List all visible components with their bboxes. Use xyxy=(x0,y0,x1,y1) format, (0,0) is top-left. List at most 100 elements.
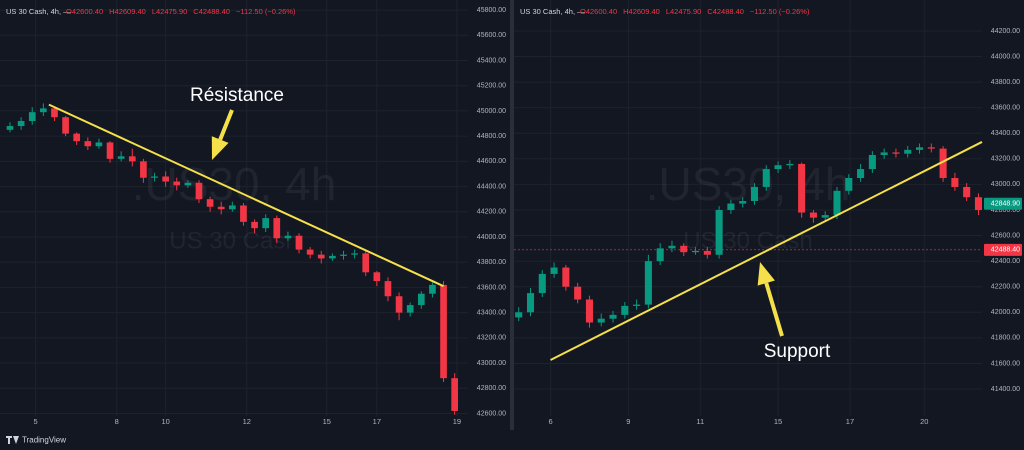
candle-body xyxy=(106,142,114,159)
candle-body xyxy=(173,181,181,186)
y-tick-label: 44800.00 xyxy=(477,133,506,140)
candle-body xyxy=(95,142,103,147)
y-tick-label: 43600.00 xyxy=(477,284,506,291)
candle-body xyxy=(974,197,982,210)
candle-body xyxy=(597,318,605,323)
candle-body xyxy=(384,281,392,297)
candle-body xyxy=(550,267,558,274)
panel-divider xyxy=(510,0,514,430)
candle-body xyxy=(84,141,92,147)
price-tag xyxy=(984,197,1022,210)
candle-body xyxy=(562,267,570,287)
y-tick-label: 42600.00 xyxy=(991,232,1020,239)
x-tick-label: 15 xyxy=(323,417,331,426)
ohlc-label: −112.50 (−0.26%) xyxy=(236,7,296,16)
candle-body xyxy=(184,182,192,186)
candle-body xyxy=(963,186,971,198)
y-tick-label: 44000.00 xyxy=(991,53,1020,60)
price-tag-label: 42848.90 xyxy=(991,201,1020,208)
candle-body xyxy=(526,293,535,313)
annotation: Résistance xyxy=(190,85,284,106)
candle-body xyxy=(668,245,676,249)
y-tick-label: 42000.00 xyxy=(991,309,1020,316)
y-tick-label: 44000.00 xyxy=(477,234,506,241)
x-tick-label: 11 xyxy=(696,417,704,426)
candle-body xyxy=(715,209,723,255)
candle-body xyxy=(644,261,652,305)
candle-body xyxy=(585,299,593,323)
candle-body xyxy=(306,249,314,255)
x-tick-label: 8 xyxy=(115,417,119,426)
candle-body xyxy=(228,205,236,210)
y-tick-label: 43400.00 xyxy=(991,130,1020,137)
candle-body xyxy=(251,221,258,229)
candle-body xyxy=(28,112,36,122)
trendline xyxy=(550,141,983,361)
candle-body xyxy=(904,149,912,154)
footer-bar xyxy=(0,430,1024,450)
x-tick-label: 5 xyxy=(33,417,37,426)
y-tick-label: 45000.00 xyxy=(477,108,506,115)
x-tick-label: 19 xyxy=(453,417,461,426)
candle-body xyxy=(17,121,25,127)
ohlc-label: C42488.40 xyxy=(707,7,744,16)
footer-brand: TradingView xyxy=(22,436,66,445)
candle-body xyxy=(762,169,770,187)
y-tick-label: 45200.00 xyxy=(477,83,506,90)
ohlc-label: H42609.40 xyxy=(623,7,660,16)
price-tag-label: 42488.40 xyxy=(991,247,1020,254)
candle-body xyxy=(798,163,806,213)
candle-body xyxy=(117,156,125,159)
candle-body xyxy=(656,248,664,262)
x-tick-label: 12 xyxy=(243,417,251,426)
candle-body xyxy=(809,212,817,218)
candle-body xyxy=(538,273,546,294)
annotation: Support xyxy=(764,341,831,362)
candle-body xyxy=(951,178,959,187)
y-tick-label: 42600.00 xyxy=(477,410,506,417)
candle-body xyxy=(329,255,336,259)
y-tick-label: 43200.00 xyxy=(477,335,506,342)
candle-body xyxy=(429,284,436,294)
watermark: .US30, 4h xyxy=(646,158,851,210)
candle-body xyxy=(195,182,203,200)
candle-body xyxy=(417,293,425,306)
candle-body xyxy=(833,190,841,216)
ohlc-label: O42600.40 xyxy=(580,7,617,16)
annotation-arrow-head xyxy=(757,262,775,286)
y-tick-label: 44200.00 xyxy=(477,209,506,216)
trendline xyxy=(48,103,444,288)
candle-body xyxy=(362,253,370,273)
candle-body xyxy=(692,250,700,253)
ohlc-label: H42609.40 xyxy=(109,7,146,16)
candle-body xyxy=(40,108,47,113)
panel: 42600.00 42800.00 43000.00 43200.00 43400.00… xyxy=(0,0,506,426)
annotation-arrow-head xyxy=(211,136,229,160)
x-tick-label: 6 xyxy=(548,417,552,426)
annotation-arrow-shaft xyxy=(218,109,234,141)
ohlc-label: L42475.90 xyxy=(152,7,187,16)
y-tick-label: 41600.00 xyxy=(991,360,1020,367)
y-tick-label: 44600.00 xyxy=(477,158,506,165)
candle-body xyxy=(295,235,303,250)
y-tick-label: 43800.00 xyxy=(477,259,506,266)
y-tick-label: 43000.00 xyxy=(477,360,506,367)
ohlc-label: L42475.90 xyxy=(666,7,701,16)
y-tick-label: 42200.00 xyxy=(991,284,1020,291)
candle-body xyxy=(515,312,523,318)
candle-body xyxy=(680,245,688,253)
ohlc-label: C42488.40 xyxy=(193,7,230,16)
candle-body xyxy=(786,163,794,166)
candle-body xyxy=(284,235,292,239)
x-tick-label: 17 xyxy=(846,417,854,426)
candle-body xyxy=(880,152,888,155)
candle-body xyxy=(857,169,865,179)
y-tick-label: 43200.00 xyxy=(991,156,1020,163)
x-tick-label: 15 xyxy=(774,417,782,426)
candle-body xyxy=(915,147,924,150)
x-tick-label: 9 xyxy=(626,417,630,426)
candle-body xyxy=(892,152,900,154)
candle-body xyxy=(868,154,876,170)
candle-body xyxy=(574,286,582,300)
